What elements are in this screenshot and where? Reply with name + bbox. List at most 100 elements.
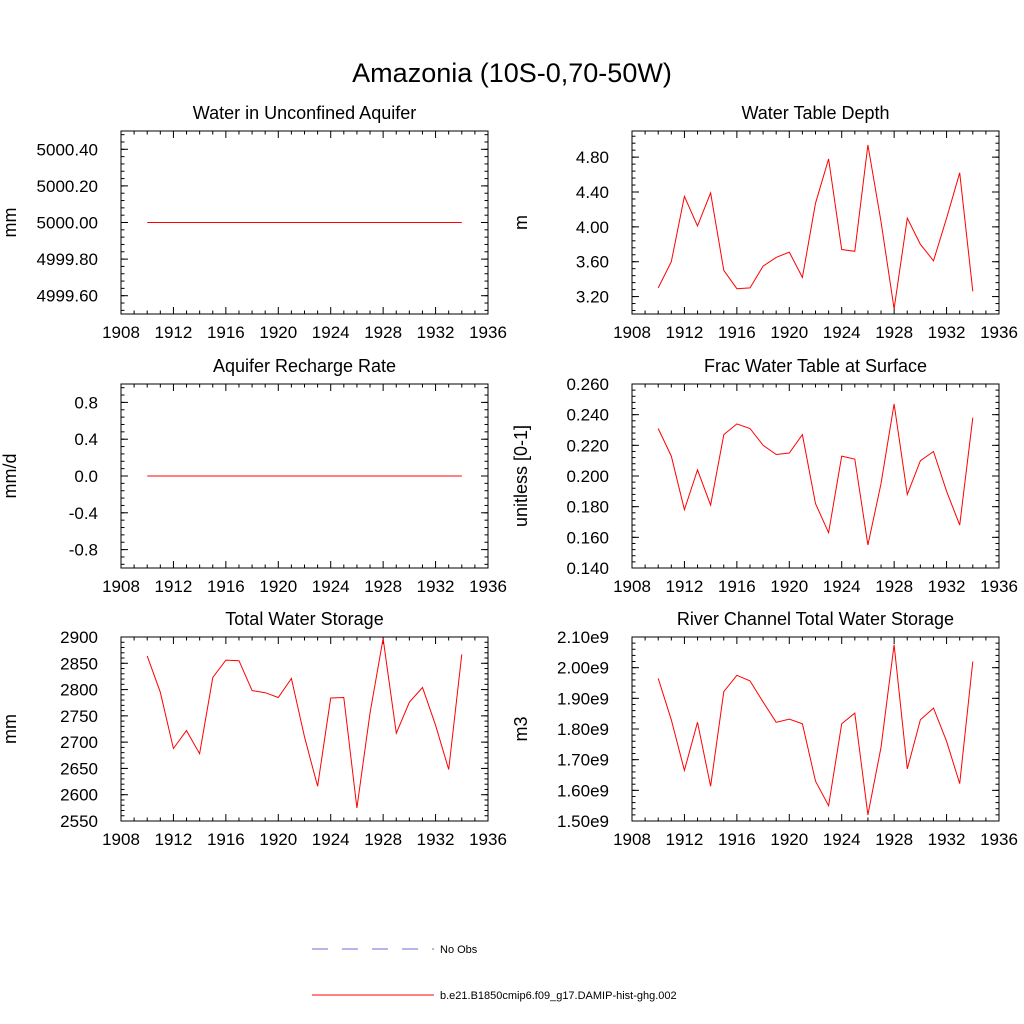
x-tick-label: 1916 (718, 830, 756, 849)
y-tick-label: 0.4 (74, 430, 98, 449)
y-tick-label: 2650 (60, 759, 98, 778)
x-tick-label: 1936 (469, 830, 507, 849)
x-tick-label: 1916 (718, 323, 756, 342)
x-tick-label: 1920 (770, 577, 808, 596)
x-tick-label: 1924 (823, 323, 861, 342)
panel-title: Aquifer Recharge Rate (213, 356, 396, 376)
plot-frame (120, 636, 489, 822)
series-line (657, 644, 974, 815)
x-tick-label: 1936 (469, 577, 507, 596)
x-tick-label: 1908 (102, 830, 140, 849)
x-tick-label: 1908 (613, 577, 651, 596)
series-line (657, 144, 974, 309)
x-tick-label: 1912 (155, 577, 193, 596)
legend-label-no-obs: No Obs (440, 944, 478, 956)
legend-label-model: b.e21.B1850cmip6.f09_g17.DAMIP-hist-ghg.… (440, 990, 677, 1002)
plot-frame (631, 636, 1000, 822)
y-tick-label: 3.60 (576, 253, 609, 272)
x-tick-label: 1932 (417, 577, 455, 596)
x-tick-label: 1916 (207, 577, 245, 596)
y-axis-label: m3 (511, 716, 531, 741)
y-axis-label: mm (0, 714, 20, 744)
x-tick-label: 1920 (259, 577, 297, 596)
chart-panel-5: 1908 1912 1916 1920 1924 1928 1932 1936 2550 2600… (0, 609, 507, 849)
y-tick-label: 4.00 (576, 218, 609, 237)
x-tick-label: 1908 (102, 577, 140, 596)
y-tick-label: 0.180 (566, 498, 609, 517)
chart-panels: 1908 1912 1916 1920 1924 1928 1932 1936 4999.60 4… (0, 103, 1018, 849)
y-tick-label: 0.0 (74, 467, 98, 486)
y-tick-label: 2600 (60, 786, 98, 805)
y-tick-label: 0.240 (566, 406, 609, 425)
y-tick-label: 1.90e9 (557, 689, 609, 708)
series-line (146, 638, 463, 808)
y-tick-label: 5000.40 (37, 140, 98, 159)
panel-title: Total Water Storage (225, 609, 383, 629)
chart-panel-2: 1908 1912 1916 1920 1924 1928 1932 1936 3.20 3.60… (511, 103, 1018, 342)
x-tick-label: 1908 (102, 323, 140, 342)
y-tick-label: 2850 (60, 654, 98, 673)
x-tick-label: 1932 (928, 577, 966, 596)
panel-title: River Channel Total Water Storage (677, 609, 954, 629)
x-tick-label: 1912 (666, 323, 704, 342)
panel-title: Water in Unconfined Aquifer (193, 103, 416, 123)
x-tick-label: 1912 (666, 830, 704, 849)
chart-panel-3: 1908 1912 1916 1920 1924 1928 1932 1936 -0.8 -0.4… (0, 356, 507, 596)
chart-panel-1: 1908 1912 1916 1920 1924 1928 1932 1936 4999.60 4… (0, 103, 507, 342)
x-tick-label: 1928 (364, 323, 402, 342)
x-tick-label: 1920 (770, 323, 808, 342)
y-tick-label: 1.80e9 (557, 720, 609, 739)
y-axis-label: unitless [0-1] (511, 425, 531, 527)
y-tick-label: 0.200 (566, 467, 609, 486)
y-tick-label: 2550 (60, 812, 98, 831)
y-tick-label: 4999.80 (37, 250, 98, 269)
y-tick-label: 5000.20 (37, 177, 98, 196)
x-tick-label: 1932 (417, 323, 455, 342)
x-tick-label: 1928 (875, 577, 913, 596)
x-tick-label: 1916 (207, 323, 245, 342)
x-tick-label: 1912 (666, 577, 704, 596)
x-tick-label: 1932 (928, 830, 966, 849)
figure-title: Amazonia (10S-0,70-50W) (352, 58, 672, 88)
x-tick-label: 1924 (312, 323, 350, 342)
x-tick-label: 1928 (875, 323, 913, 342)
y-tick-label: 1.70e9 (557, 751, 609, 770)
y-tick-label: 2750 (60, 707, 98, 726)
x-tick-label: 1920 (259, 323, 297, 342)
y-axis-label: mm/d (0, 454, 20, 499)
y-tick-label: 1.60e9 (557, 781, 609, 800)
x-tick-label: 1924 (823, 830, 861, 849)
x-tick-label: 1936 (469, 323, 507, 342)
y-tick-label: 3.20 (576, 288, 609, 307)
plot-frame (631, 130, 1000, 315)
y-axis-label: mm (0, 208, 20, 238)
chart-panel-6: 1908 1912 1916 1920 1924 1928 1932 1936 1.50e9 1.… (511, 609, 1018, 849)
y-tick-label: 5000.00 (37, 214, 98, 233)
panel-title: Frac Water Table at Surface (704, 356, 927, 376)
x-tick-label: 1920 (259, 830, 297, 849)
plot-frame (631, 383, 1000, 569)
y-tick-label: 2.00e9 (557, 659, 609, 678)
series-line (657, 403, 974, 546)
y-tick-label: 1.50e9 (557, 812, 609, 831)
y-tick-label: 4.40 (576, 183, 609, 202)
y-tick-label: -0.8 (69, 541, 98, 560)
x-tick-label: 1928 (364, 577, 402, 596)
x-tick-label: 1932 (928, 323, 966, 342)
y-tick-label: 4.80 (576, 148, 609, 167)
y-tick-label: -0.4 (69, 504, 98, 523)
x-tick-label: 1932 (417, 830, 455, 849)
y-axis-label: m (511, 215, 531, 230)
x-tick-label: 1924 (823, 577, 861, 596)
x-tick-label: 1912 (155, 323, 193, 342)
x-tick-label: 1936 (980, 577, 1018, 596)
y-tick-label: 4999.60 (37, 287, 98, 306)
y-tick-label: 0.160 (566, 528, 609, 547)
y-tick-label: 0.260 (566, 375, 609, 394)
x-tick-label: 1936 (980, 830, 1018, 849)
x-tick-label: 1908 (613, 323, 651, 342)
y-tick-label: 0.8 (74, 393, 98, 412)
y-tick-label: 0.140 (566, 559, 609, 578)
x-tick-label: 1920 (770, 830, 808, 849)
